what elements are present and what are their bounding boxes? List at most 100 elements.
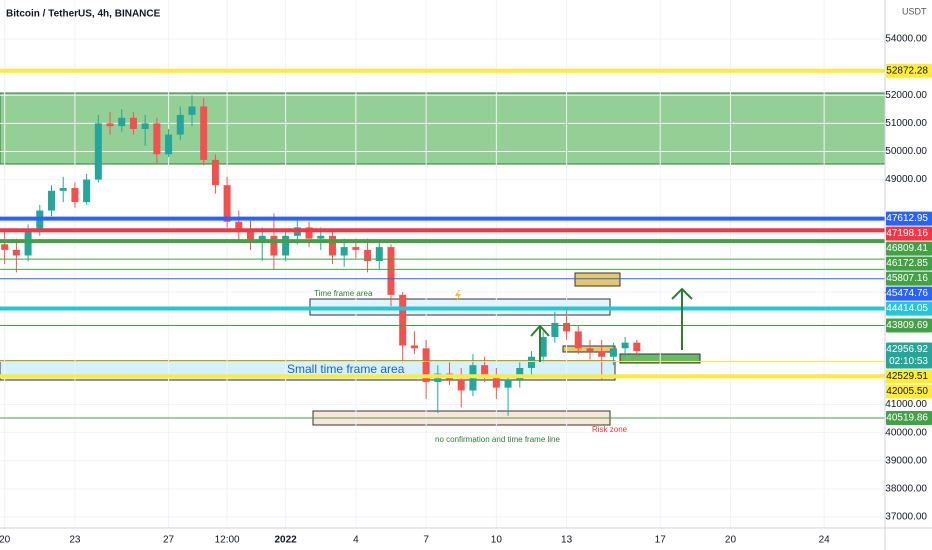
candle-body xyxy=(235,221,243,231)
candle-body xyxy=(399,294,407,346)
price-label: 42005.50 xyxy=(886,386,928,397)
candle-body xyxy=(1,244,9,250)
x-tick-label: 27 xyxy=(163,535,175,546)
x-tick-label: 20 xyxy=(0,535,11,546)
price-label-box xyxy=(886,411,932,426)
price-label: 47198.16 xyxy=(886,228,928,239)
x-tick-label: 12:00 xyxy=(215,535,240,546)
up-arrow xyxy=(671,287,693,350)
annotation: Risk zone xyxy=(592,425,628,434)
candle-body xyxy=(12,249,20,256)
candle-body xyxy=(188,106,196,115)
candle-body xyxy=(247,230,255,242)
x-tick-label: 10 xyxy=(491,535,503,546)
candle-body xyxy=(598,351,606,357)
currency-label: USDT xyxy=(902,6,927,16)
price-label-box xyxy=(886,318,932,333)
price-label-box xyxy=(886,369,932,384)
price-label: 52872.28 xyxy=(886,65,928,76)
candle-body xyxy=(141,123,149,129)
candle-body xyxy=(410,345,418,349)
price-label-box xyxy=(886,384,932,399)
y-tick-label: 51000.00 xyxy=(885,118,927,129)
price-label-box xyxy=(886,301,932,316)
candle-body xyxy=(504,379,512,388)
price-label-box xyxy=(886,241,932,256)
candle-body xyxy=(165,134,173,155)
price-label: 42956.92 xyxy=(886,344,928,355)
candle-body xyxy=(422,348,430,383)
candle-body xyxy=(492,376,500,388)
candle-body xyxy=(305,227,313,239)
candle-body xyxy=(609,348,617,357)
candle-body xyxy=(270,235,278,256)
price-label-box xyxy=(886,63,932,78)
candle-body xyxy=(375,247,383,262)
price-label: 40519.86 xyxy=(886,413,928,424)
candle-body xyxy=(211,159,219,186)
lightning-icon xyxy=(455,290,461,302)
candle-body xyxy=(387,247,395,295)
x-tick-label: 20 xyxy=(725,535,737,546)
candle-body xyxy=(364,249,372,262)
candle-body xyxy=(328,235,336,256)
candle-body xyxy=(481,365,489,377)
price-label-box xyxy=(886,226,932,241)
y-tick-label: 54000.00 xyxy=(885,34,927,45)
price-label: 45807.16 xyxy=(886,273,928,284)
price-label: 46809.41 xyxy=(886,243,928,254)
candle-body xyxy=(59,188,67,191)
x-tick-label: 7 xyxy=(423,535,429,546)
chart-title: Bitcoin / TetherUS, 4h, BINANCE xyxy=(6,9,161,20)
annotation: Time frame area xyxy=(314,289,373,298)
y-tick-label: 38000.00 xyxy=(885,484,927,495)
candle-body xyxy=(94,123,102,180)
price-label-box xyxy=(886,256,932,271)
candle-body xyxy=(176,114,184,135)
candle-body xyxy=(563,322,571,332)
candle-body xyxy=(539,337,547,357)
y-tick-label: 40000.00 xyxy=(885,427,927,438)
x-tick-label: 24 xyxy=(819,535,831,546)
x-tick-label: 13 xyxy=(561,535,573,546)
x-tick-label: 17 xyxy=(655,535,667,546)
candle-body xyxy=(83,179,91,203)
price-label-box xyxy=(886,342,932,369)
candle-body xyxy=(516,367,524,380)
candle-body xyxy=(352,247,360,250)
x-tick-label: 4 xyxy=(353,535,359,546)
candle-body xyxy=(621,342,629,349)
box xyxy=(574,272,621,287)
annotation: Small time frame area xyxy=(287,362,405,376)
candle-body xyxy=(527,356,535,368)
candle-body xyxy=(47,190,56,211)
up-arrow xyxy=(530,324,550,362)
candle-body xyxy=(586,348,594,352)
candle-body xyxy=(258,235,266,242)
y-tick-label: 41000.00 xyxy=(885,399,927,410)
candle-body xyxy=(317,235,325,239)
candle-body xyxy=(633,342,641,352)
countdown-label: 02:10:53 xyxy=(889,356,928,367)
price-label: 45474.76 xyxy=(886,288,928,299)
y-tick-label: 49000.00 xyxy=(885,174,927,185)
candle-body xyxy=(153,123,161,155)
candle-body xyxy=(340,247,348,256)
price-label: 42529.51 xyxy=(886,371,928,382)
candle-body xyxy=(223,185,231,222)
price-label: 46172.85 xyxy=(886,258,928,269)
y-tick-label: 37000.00 xyxy=(885,512,927,523)
y-tick-label: 39000.00 xyxy=(885,455,927,466)
candle-body xyxy=(574,331,582,349)
price-label-box xyxy=(886,271,932,286)
candle-body xyxy=(551,322,559,338)
candle-body xyxy=(282,235,290,256)
candle-body xyxy=(118,117,126,127)
candle-body xyxy=(129,117,137,129)
x-tick-label: 23 xyxy=(69,535,81,546)
candle-body xyxy=(200,106,208,160)
x-tick-label: 2022 xyxy=(275,535,298,546)
annotation: no confirmation and time frame line xyxy=(435,435,561,444)
candle-body xyxy=(106,123,114,127)
